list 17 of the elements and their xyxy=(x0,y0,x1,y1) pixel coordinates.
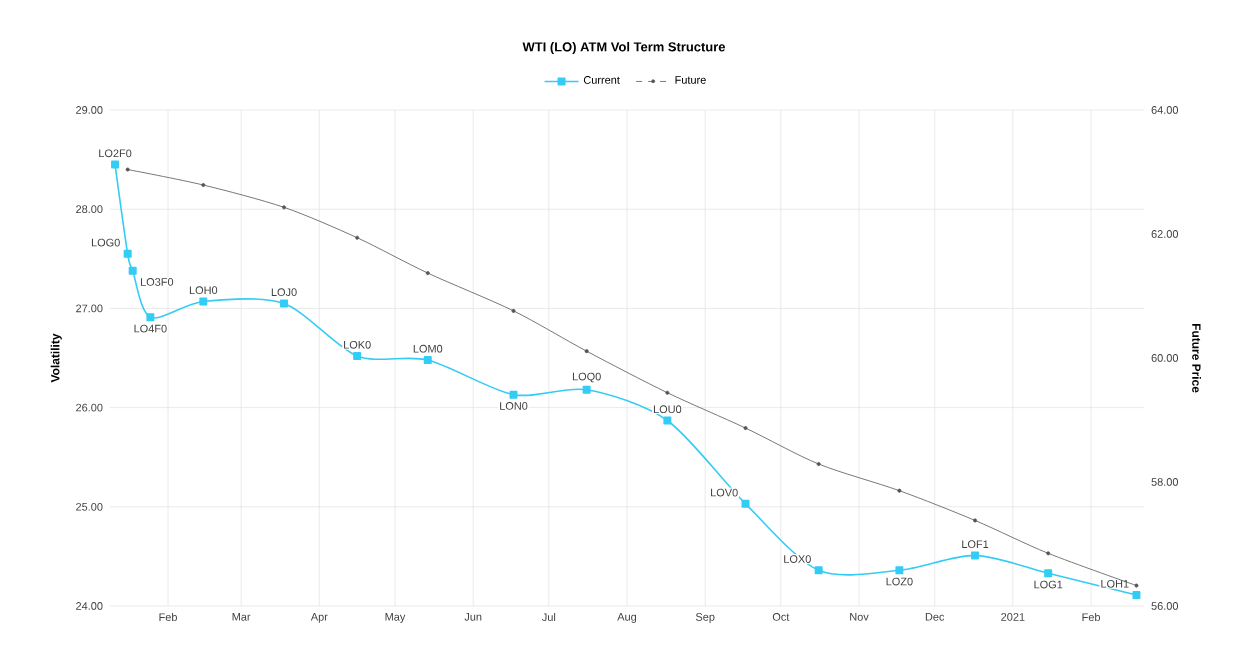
point xyxy=(895,566,904,575)
point xyxy=(1132,591,1141,600)
point xyxy=(663,416,672,425)
point xyxy=(199,297,208,306)
point xyxy=(971,551,980,560)
point xyxy=(509,390,518,399)
point xyxy=(814,566,823,575)
point xyxy=(582,385,591,394)
point xyxy=(280,299,288,308)
point xyxy=(111,160,120,169)
point xyxy=(423,356,432,364)
point xyxy=(123,249,132,258)
point xyxy=(1044,569,1053,578)
point xyxy=(741,499,750,508)
point xyxy=(353,352,362,360)
point xyxy=(146,313,155,322)
point xyxy=(128,266,137,275)
